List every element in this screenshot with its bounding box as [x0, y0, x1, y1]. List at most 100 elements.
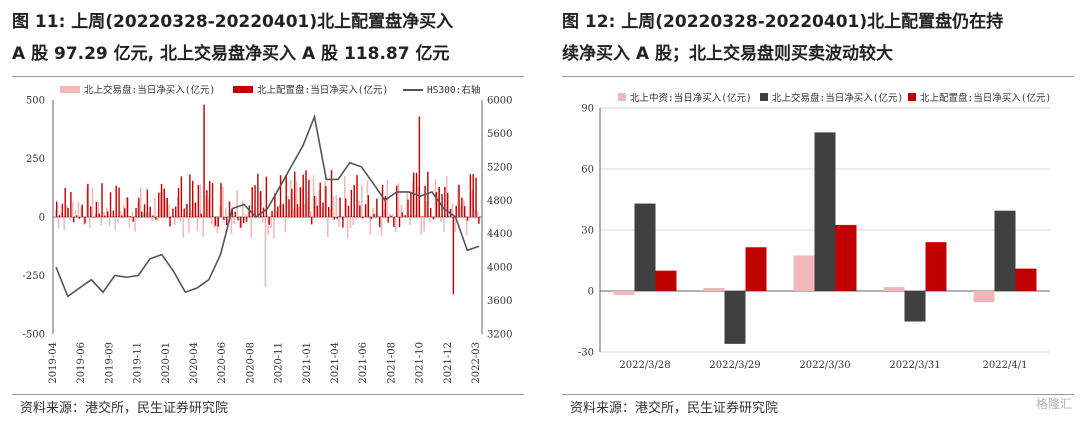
legend-label: 北上交易盘:当日净买入(亿元) — [772, 92, 903, 104]
y-tick-label: -30 — [578, 348, 594, 359]
trading-bar — [199, 183, 202, 217]
allocation-bar — [228, 201, 231, 217]
trading-bar — [131, 212, 134, 217]
trading-bar — [256, 217, 258, 218]
trading-bar — [341, 217, 343, 220]
allocation-bar — [177, 188, 180, 217]
allocation-bar — [180, 176, 183, 217]
trading-bar — [465, 217, 468, 235]
allocation-bar — [461, 197, 463, 217]
trading-bar — [103, 212, 105, 217]
x-tick-label: 2022/3/29 — [709, 360, 760, 371]
trading-bar — [446, 176, 448, 217]
allocation-bar — [200, 213, 202, 217]
trading-bar — [460, 205, 462, 217]
trading-bar — [233, 217, 236, 225]
allocation-bar — [225, 217, 228, 225]
allocation-bar — [276, 206, 279, 217]
allocation-bar — [325, 186, 327, 217]
trading-bar — [409, 217, 411, 226]
allocation-bar — [347, 205, 350, 217]
trading-bar — [145, 212, 148, 217]
x-tick-label: 2021-10 — [415, 342, 426, 384]
trading-bar — [219, 205, 221, 217]
hs300-line — [55, 113, 480, 298]
trading-bar — [378, 217, 380, 219]
allocation-bar — [101, 183, 103, 217]
allocation-bar — [61, 203, 64, 217]
y2-tick-label: 3600 — [487, 296, 512, 307]
allocation-bar — [452, 217, 455, 295]
trading-bar — [355, 217, 357, 220]
right-figure-panel: 图 12: 上周(20220328-20220401)北上配置盘仍在持 续净买入… — [550, 0, 1080, 421]
bar-2-2022/3/28 — [634, 203, 656, 291]
trading-bar — [83, 217, 85, 226]
allocation-bar — [274, 193, 276, 217]
allocation-bar — [410, 191, 412, 217]
allocation-bar — [87, 183, 89, 217]
allocation-bar — [123, 208, 126, 217]
allocation-bar — [157, 192, 160, 217]
allocation-bar — [390, 215, 392, 217]
bar-3-2022/3/28 — [655, 270, 677, 291]
trading-bar — [321, 206, 323, 217]
allocation-bar — [370, 217, 372, 220]
legend-hs300-label: HS300:右轴 — [427, 84, 480, 96]
trading-bar — [74, 209, 77, 217]
allocation-bar — [293, 171, 296, 217]
trading-bar — [227, 217, 230, 222]
trading-bar — [165, 197, 168, 217]
allocation-bar — [112, 210, 115, 217]
trading-bar — [369, 217, 372, 235]
allocation-bar — [220, 183, 222, 217]
y-tick-label: 0 — [588, 287, 594, 298]
trading-bar — [301, 187, 304, 217]
trading-bar — [400, 204, 403, 217]
allocation-bar — [344, 198, 347, 217]
allocation-bar — [404, 215, 406, 217]
trading-bar — [463, 199, 465, 217]
allocation-bar — [350, 189, 353, 217]
x-tick-label: 2019-04 — [48, 342, 59, 384]
trading-bar — [100, 217, 102, 226]
allocation-bar — [299, 187, 302, 217]
allocation-bar — [384, 196, 387, 217]
trading-bar — [474, 210, 476, 217]
allocation-bar — [214, 217, 217, 226]
trading-bar — [108, 217, 111, 227]
trading-bar — [431, 217, 434, 219]
trading-bar — [358, 200, 360, 217]
trading-bar — [210, 217, 213, 225]
trading-bar — [171, 217, 173, 219]
allocation-bar — [313, 195, 316, 217]
right-title-line-1: 图 12: 上周(20220328-20220401)北上配置盘仍在持 — [562, 12, 1004, 32]
trading-bar — [157, 217, 159, 221]
trading-bar — [298, 207, 301, 217]
allocation-bar — [285, 175, 287, 217]
allocation-bar — [109, 192, 112, 217]
trading-bar — [208, 198, 210, 217]
trading-bar — [261, 217, 264, 223]
trading-bar — [120, 211, 122, 217]
x-tick-label: 2019-06 — [76, 342, 87, 384]
y-tick-label: 30 — [581, 226, 594, 237]
x-tick-label: 2022/3/31 — [889, 360, 940, 371]
trading-bar — [426, 201, 428, 217]
trading-bar — [182, 217, 185, 238]
x-tick-label: 2020-08 — [245, 342, 256, 384]
right-figure-title: 图 12: 上周(20220328-20220401)北上配置盘仍在持 续净买入… — [562, 6, 1077, 70]
trading-bar — [335, 195, 338, 217]
trading-bar — [293, 209, 295, 217]
allocation-bar — [407, 199, 409, 217]
allocation-bar — [132, 217, 134, 222]
trading-bar — [276, 211, 278, 217]
allocation-bar — [322, 202, 324, 217]
trading-bar — [191, 210, 193, 217]
y2-tick-label: 4800 — [487, 196, 512, 207]
allocation-bar — [271, 210, 273, 217]
allocation-bar — [194, 202, 197, 217]
allocation-bar — [143, 204, 146, 217]
allocation-bar — [160, 183, 163, 217]
x-tick-label: 2021-08 — [386, 342, 397, 384]
trading-bar — [134, 217, 136, 232]
